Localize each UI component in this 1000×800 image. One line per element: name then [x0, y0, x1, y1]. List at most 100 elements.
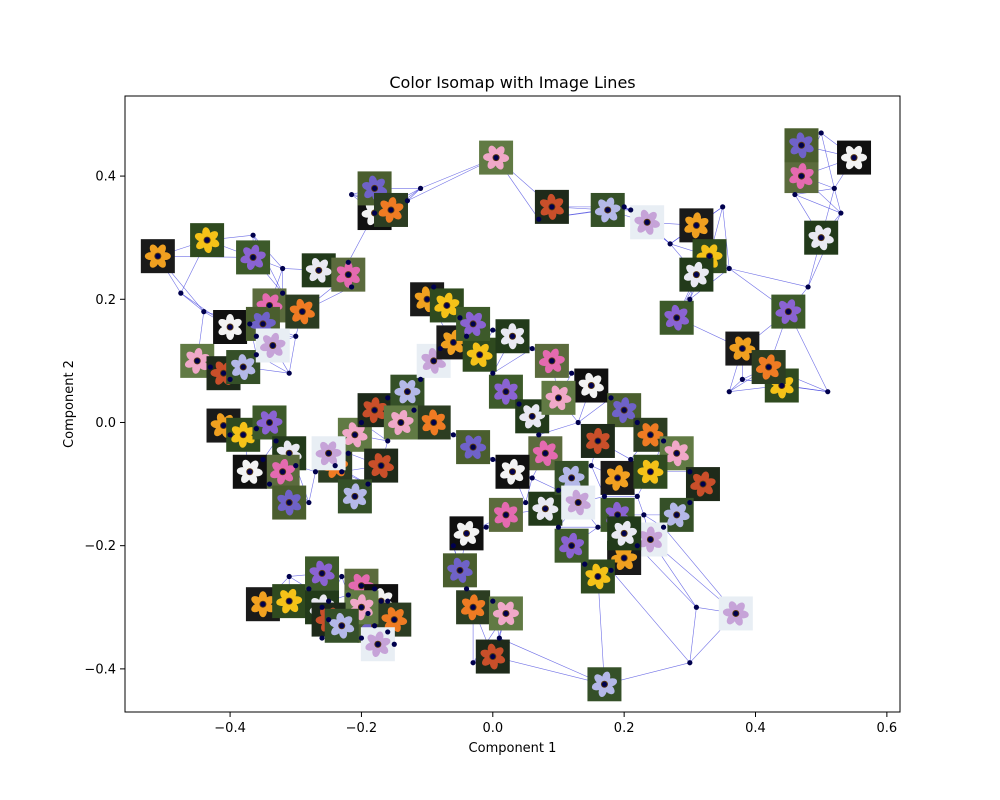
data-point	[404, 198, 411, 204]
flower-thumbnail	[784, 159, 819, 194]
graph-edge	[407, 188, 421, 201]
data-point	[345, 259, 351, 265]
data-point	[601, 493, 608, 499]
data-point	[316, 267, 322, 273]
data-point	[726, 389, 732, 395]
data-point	[250, 232, 256, 238]
data-point	[595, 524, 601, 530]
data-point	[371, 623, 378, 629]
data-point	[371, 586, 378, 592]
x-axis-label: Component 1	[469, 741, 557, 756]
data-point	[496, 635, 502, 641]
y-axis-label: Component 2	[62, 360, 77, 448]
data-point	[326, 450, 332, 456]
data-point	[385, 598, 391, 604]
data-point	[687, 499, 693, 506]
data-point	[286, 573, 292, 580]
data-point	[726, 265, 732, 272]
graph-edge	[820, 132, 835, 189]
data-point	[490, 370, 496, 376]
data-point	[201, 309, 207, 315]
data-point	[371, 185, 378, 191]
data-point	[595, 573, 601, 580]
data-point	[674, 450, 680, 456]
data-point	[431, 358, 437, 364]
data-point	[365, 610, 371, 617]
flower-thumbnail	[685, 467, 720, 502]
data-point	[614, 475, 621, 481]
data-point	[509, 333, 516, 339]
data-point	[253, 352, 259, 358]
data-point	[523, 499, 529, 506]
graph-edge	[610, 570, 691, 663]
data-point	[312, 469, 319, 475]
data-point	[720, 204, 726, 210]
data-point	[391, 641, 397, 647]
data-point	[503, 389, 509, 395]
graph-edge	[729, 379, 743, 392]
flower-thumbnail	[190, 223, 225, 258]
chart-title: Color Isomap with Image Lines	[389, 73, 635, 92]
data-point	[733, 610, 739, 617]
graph-edge	[689, 607, 697, 663]
y-tick-label: 0.0	[95, 416, 116, 431]
data-point	[207, 364, 213, 370]
data-point	[204, 237, 210, 243]
flower-thumbnail	[590, 192, 625, 227]
y-ticks: −0.4 −0.2 0.0 0.2 0.4	[84, 170, 125, 677]
data-point	[293, 463, 299, 469]
data-point	[266, 419, 273, 426]
data-point	[266, 302, 273, 309]
data-point	[831, 185, 837, 191]
data-point	[270, 342, 276, 349]
data-point	[339, 623, 345, 629]
graph-edge	[834, 188, 842, 214]
data-point	[628, 207, 634, 213]
data-point	[319, 635, 325, 641]
data-point	[470, 444, 476, 450]
y-tick-label: 0.4	[95, 170, 116, 185]
x-tick-label: −0.4	[214, 721, 246, 736]
data-point	[706, 253, 713, 259]
data-point	[644, 219, 650, 225]
graph-edge	[308, 471, 316, 503]
data-point	[240, 432, 246, 438]
thumbnail-layer	[140, 128, 872, 702]
data-point	[253, 426, 259, 432]
data-point	[319, 570, 325, 577]
data-point	[253, 333, 259, 339]
data-point	[601, 681, 608, 687]
graph-edge	[525, 477, 533, 503]
data-point	[779, 382, 785, 389]
graph-edge	[180, 292, 205, 312]
data-point	[444, 302, 450, 309]
data-point	[260, 601, 266, 607]
flower-thumbnail	[679, 208, 714, 243]
data-point	[450, 432, 456, 438]
data-point	[227, 376, 233, 382]
data-point	[792, 191, 798, 198]
data-point	[463, 333, 470, 339]
data-point	[385, 438, 391, 444]
data-point	[385, 395, 391, 401]
x-tick-label: −0.2	[346, 721, 378, 736]
data-point	[575, 419, 581, 426]
data-point	[660, 524, 667, 530]
graph-edge	[499, 637, 605, 685]
flower-thumbnail	[364, 448, 399, 483]
data-point	[687, 469, 693, 475]
data-point	[220, 370, 227, 376]
data-point	[463, 586, 470, 592]
data-point	[739, 376, 745, 382]
data-point	[431, 419, 437, 426]
data-point	[250, 254, 256, 260]
data-point	[457, 315, 463, 321]
data-point	[220, 422, 227, 429]
flower-thumbnail	[213, 310, 248, 344]
x-tick-label: 0.6	[877, 721, 898, 736]
data-point	[332, 463, 338, 469]
data-point	[503, 610, 509, 617]
flower-thumbnail	[252, 405, 287, 440]
flower-thumbnail	[528, 491, 563, 526]
data-point	[385, 629, 391, 635]
